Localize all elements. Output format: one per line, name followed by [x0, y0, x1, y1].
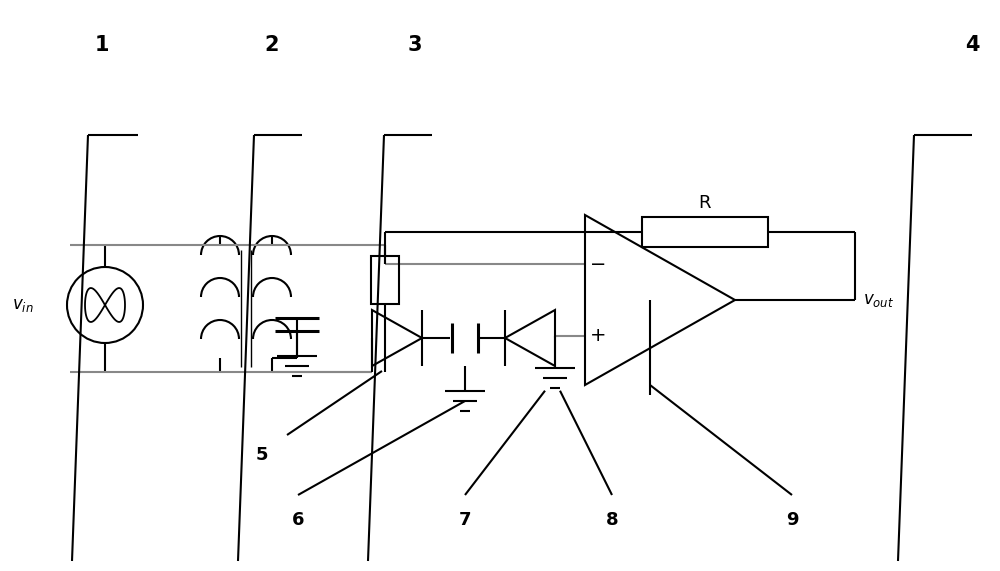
Text: 3: 3	[408, 35, 422, 55]
Text: R: R	[699, 194, 711, 212]
Bar	[642, 217, 768, 247]
Text: 9: 9	[786, 511, 798, 529]
Text: −: −	[590, 255, 606, 274]
Text: +: +	[590, 326, 606, 345]
Text: 5: 5	[256, 446, 268, 464]
Text: 8: 8	[606, 511, 618, 529]
Text: $v_{in}$: $v_{in}$	[12, 296, 34, 314]
Text: 2: 2	[265, 35, 279, 55]
Bar	[371, 256, 399, 304]
Text: $v_{out}$: $v_{out}$	[863, 291, 894, 309]
Text: 4: 4	[965, 35, 979, 55]
Text: 1: 1	[95, 35, 109, 55]
Text: 6: 6	[292, 511, 304, 529]
Text: 7: 7	[459, 511, 471, 529]
